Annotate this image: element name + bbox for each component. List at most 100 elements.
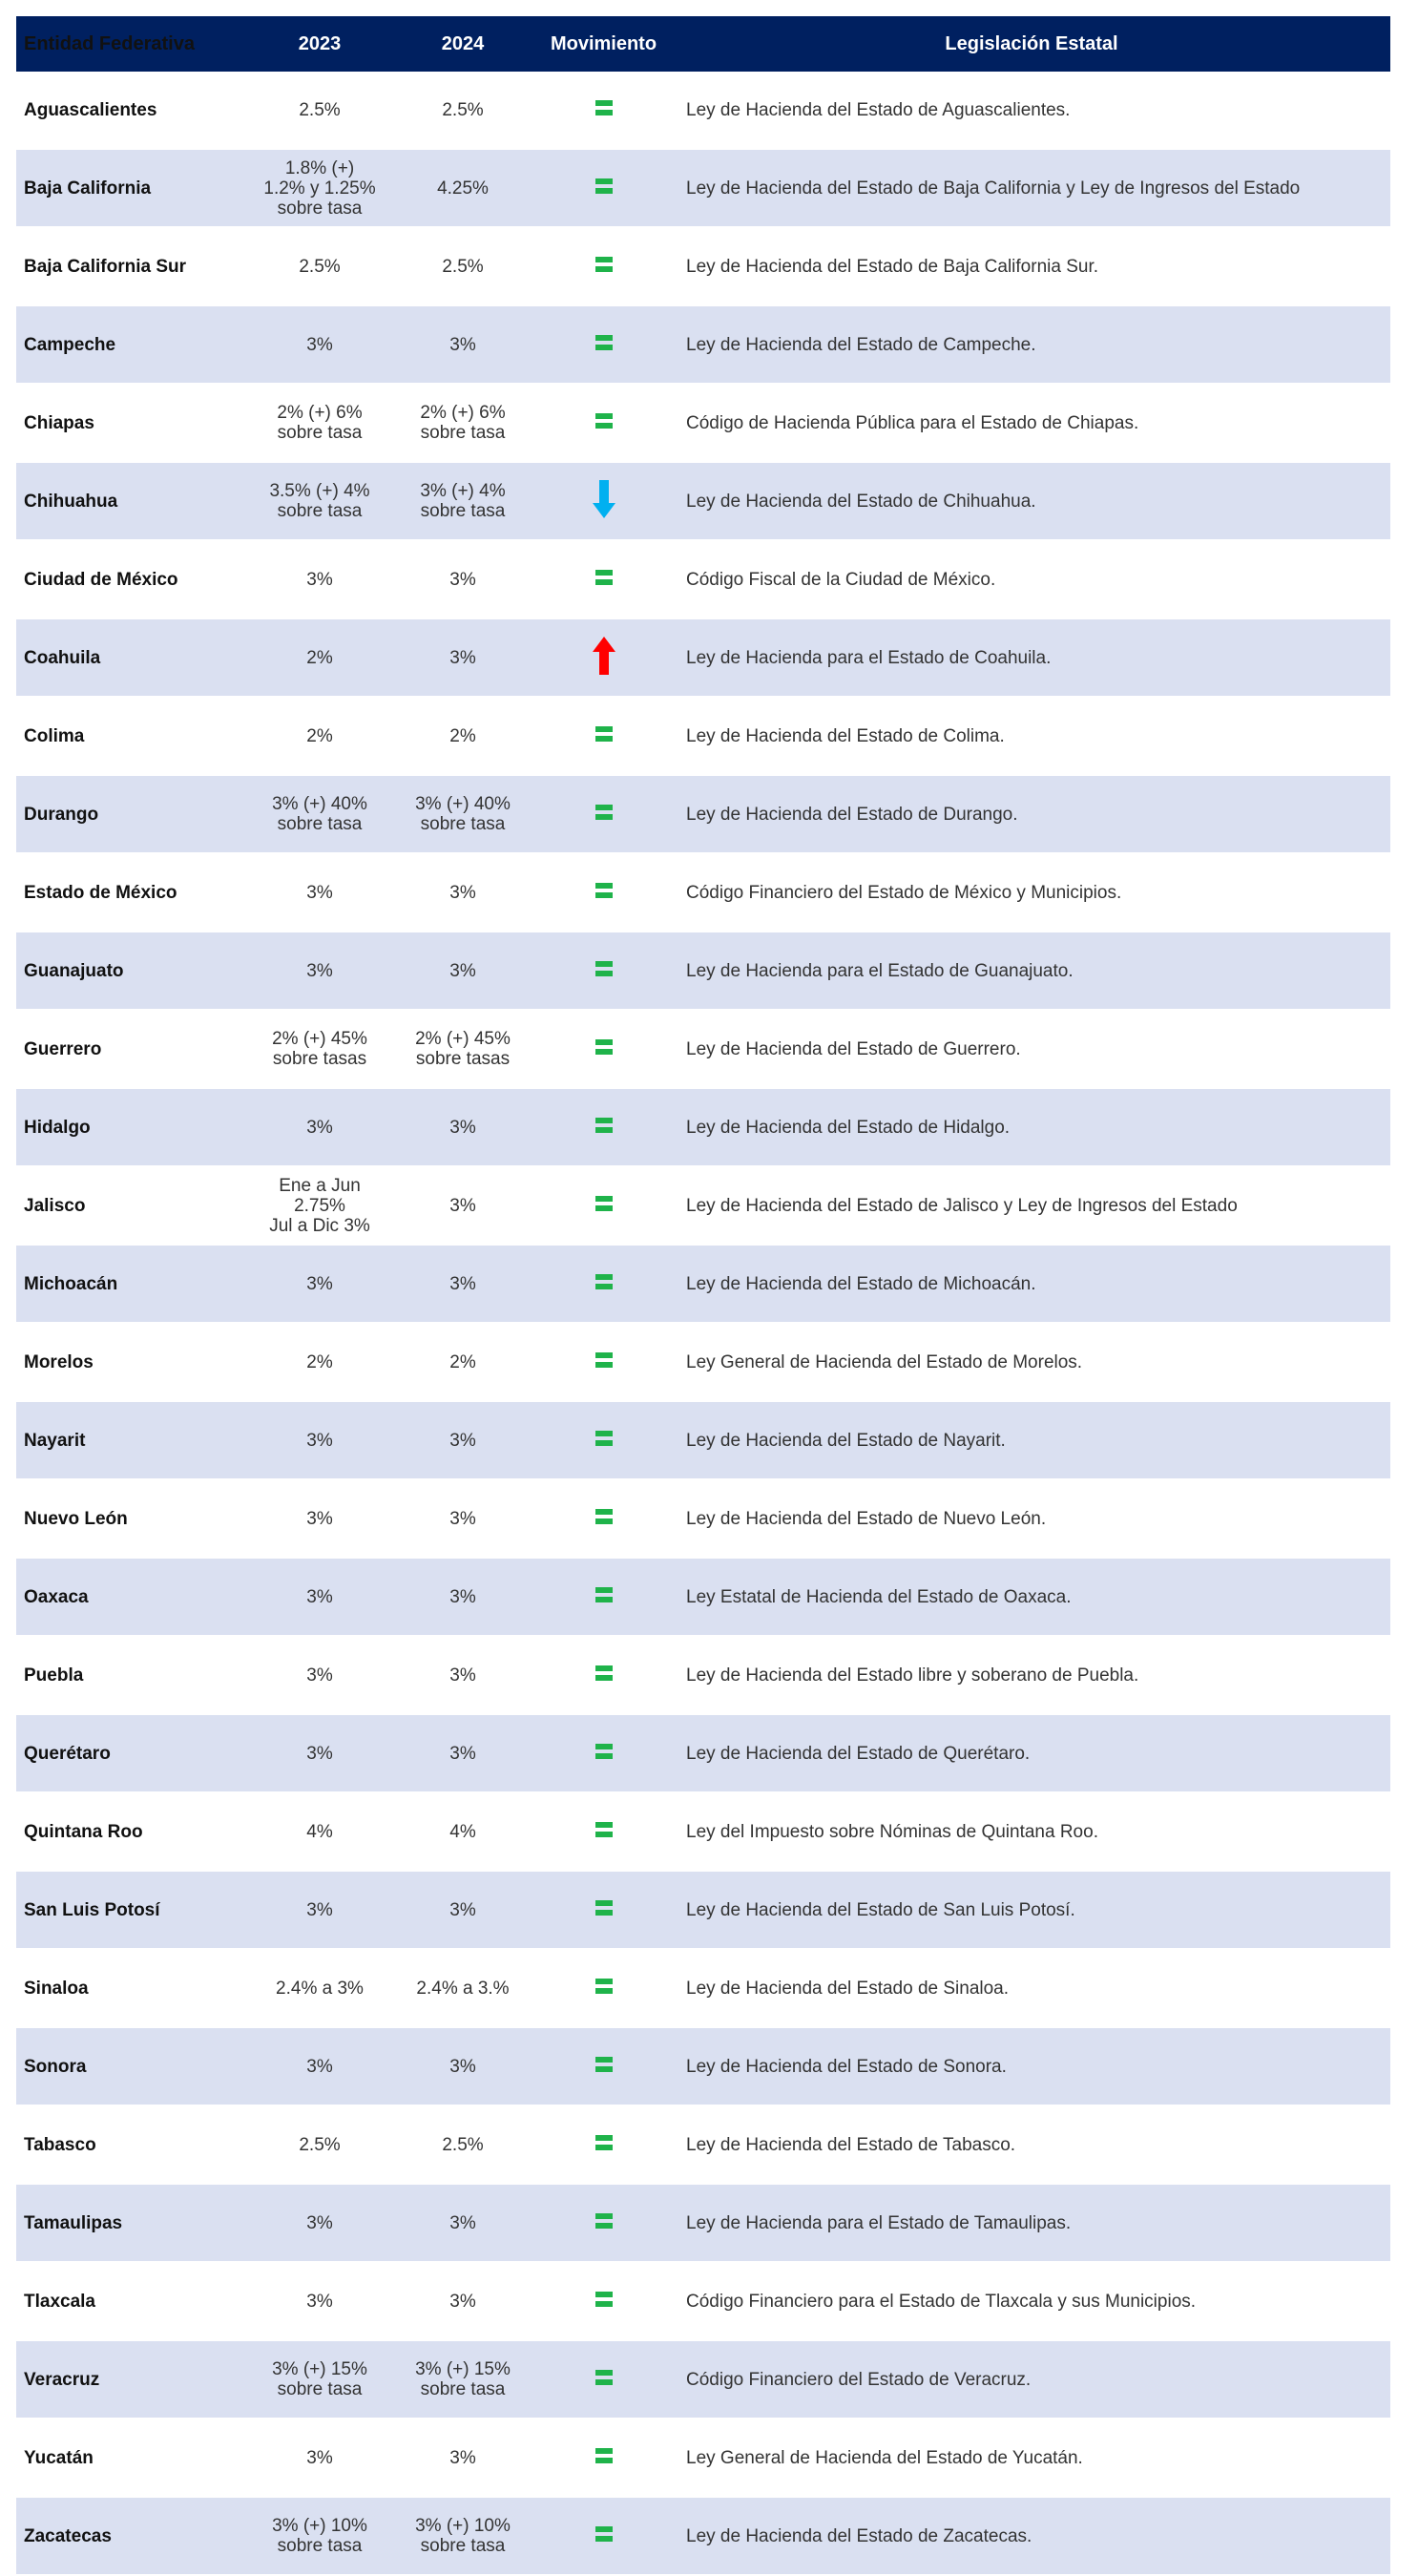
- entity-cell: Michoacán: [16, 1245, 248, 1324]
- legislation-cell: Ley de Hacienda del Estado de Nuevo León…: [673, 1479, 1390, 1559]
- rate-2023-cell: 2.5%: [248, 227, 391, 306]
- entity-cell: Nuevo León: [16, 1479, 248, 1559]
- legislation-cell: Código Fiscal de la Ciudad de México.: [673, 540, 1390, 619]
- movement-cell: [534, 1088, 673, 1167]
- table-row: Jalisco Ene a Jun 2.75% Jul a Dic 3% 3% Ley…: [16, 1166, 1390, 1246]
- equal-icon: [594, 804, 613, 820]
- table-row: Querétaro 3% 3% Ley de Hacienda del Estado …: [16, 1714, 1390, 1793]
- entity-cell: Nayarit: [16, 1401, 248, 1480]
- legislation-cell: Ley de Hacienda del Estado de Querétaro.: [673, 1714, 1390, 1793]
- movement-cell: [534, 1636, 673, 1715]
- entity-cell: Campeche: [16, 305, 248, 385]
- movement-cell: [534, 853, 673, 932]
- table-row: Ciudad de México 3% 3% Código Fiscal de la …: [16, 540, 1390, 619]
- equal-icon: [594, 1586, 613, 1602]
- legislation-cell: Ley de Hacienda del Estado de Michoacán.: [673, 1245, 1390, 1324]
- movement-cell: [534, 384, 673, 463]
- rate-2023-cell: 3%: [248, 1088, 391, 1167]
- movement-cell: [534, 2105, 673, 2185]
- rate-2023-cell: Ene a Jun 2.75% Jul a Dic 3%: [248, 1166, 391, 1246]
- movement-cell: [534, 1401, 673, 1480]
- table-row: Oaxaca 3% 3% Ley Estatal de Hacienda del Es…: [16, 1558, 1390, 1637]
- equal-icon: [594, 1978, 613, 1994]
- rate-2024-cell: 3%: [391, 2419, 534, 2498]
- rate-2024-cell: 3%: [391, 618, 534, 698]
- rate-2023-cell: 3%: [248, 305, 391, 385]
- table-row: Morelos 2% 2% Ley General de Hacienda del E…: [16, 1323, 1390, 1402]
- table-row: Aguascalientes 2.5% 2.5% Ley de Hacienda de…: [16, 72, 1390, 150]
- rate-2023-cell: 3%: [248, 1714, 391, 1793]
- payroll-tax-table: Entidad Federativa 2023 2024 Movimiento …: [16, 16, 1390, 2576]
- equal-icon: [594, 1821, 613, 1837]
- table-row: Nayarit 3% 3% Ley de Hacienda del Estado de…: [16, 1401, 1390, 1480]
- rate-2023-cell: 3% (+) 40% sobre tasa: [248, 775, 391, 854]
- rate-2023-cell: 3%: [248, 1871, 391, 1950]
- equal-icon: [594, 1899, 613, 1916]
- legislation-cell: Ley de Hacienda del Estado de Zacatecas.: [673, 2497, 1390, 2576]
- entity-cell: Guanajuato: [16, 932, 248, 1011]
- legislation-cell: Ley de Hacienda del Estado de Colima.: [673, 697, 1390, 776]
- rate-2024-cell: 2.4% a 3.%: [391, 1949, 534, 2028]
- rate-2023-cell: 3%: [248, 2419, 391, 2498]
- movement-cell: [534, 2497, 673, 2576]
- movement-cell: [534, 1010, 673, 1089]
- entity-cell: Yucatán: [16, 2419, 248, 2498]
- equal-icon: [594, 1743, 613, 1759]
- table-row: Veracruz 3% (+) 15% sobre tasa 3% (+) 15% …: [16, 2340, 1390, 2419]
- legislation-cell: Código Financiero del Estado de México y…: [673, 853, 1390, 932]
- legislation-cell: Código de Hacienda Pública para el Estad…: [673, 384, 1390, 463]
- table-row: Durango 3% (+) 40% sobre tasa 3% (+) 40% s…: [16, 775, 1390, 854]
- rate-2023-cell: 3%: [248, 2184, 391, 2263]
- table-row: Guanajuato 3% 3% Ley de Hacienda para el Es…: [16, 932, 1390, 1011]
- rate-2024-cell: 3%: [391, 2184, 534, 2263]
- movement-cell: [534, 1714, 673, 1793]
- movement-cell: [534, 1558, 673, 1637]
- entity-cell: Ciudad de México: [16, 540, 248, 619]
- entity-cell: Tamaulipas: [16, 2184, 248, 2263]
- equal-icon: [594, 569, 613, 585]
- entity-cell: Baja California Sur: [16, 227, 248, 306]
- entity-cell: Estado de México: [16, 853, 248, 932]
- table-row: Puebla 3% 3% Ley de Hacienda del Estado lib…: [16, 1636, 1390, 1715]
- equal-icon: [594, 334, 613, 350]
- legislation-cell: Ley del Impuesto sobre Nóminas de Quinta…: [673, 1792, 1390, 1872]
- entity-cell: Sinaloa: [16, 1949, 248, 2028]
- header-entity: Entidad Federativa: [16, 16, 248, 72]
- table-row: Chihuahua 3.5% (+) 4% sobre tasa 3% (+) 4%…: [16, 462, 1390, 541]
- rate-2023-cell: 3%: [248, 1636, 391, 1715]
- movement-cell: [534, 2184, 673, 2263]
- movement-cell: [534, 1166, 673, 1246]
- table-row: San Luis Potosí 3% 3% Ley de Hacienda del E…: [16, 1871, 1390, 1950]
- movement-cell: [534, 697, 673, 776]
- movement-cell: [534, 2027, 673, 2106]
- equal-icon: [594, 2369, 613, 2385]
- table-row: Sinaloa 2.4% a 3% 2.4% a 3.% Ley de Haciend…: [16, 1949, 1390, 2028]
- rate-2024-cell: 3%: [391, 1401, 534, 1480]
- header-2024: 2024: [391, 16, 534, 72]
- entity-cell: Oaxaca: [16, 1558, 248, 1637]
- rate-2024-cell: 3% (+) 4% sobre tasa: [391, 462, 534, 541]
- movement-cell: [534, 1245, 673, 1324]
- rate-2024-cell: 3%: [391, 1636, 534, 1715]
- movement-cell: [534, 1479, 673, 1559]
- rate-2023-cell: 3.5% (+) 4% sobre tasa: [248, 462, 391, 541]
- movement-cell: [534, 462, 673, 541]
- entity-cell: Hidalgo: [16, 1088, 248, 1167]
- rate-2023-cell: 3%: [248, 2027, 391, 2106]
- arrow-up-icon: [592, 636, 615, 675]
- entity-cell: Colima: [16, 697, 248, 776]
- entity-cell: Guerrero: [16, 1010, 248, 1089]
- rate-2023-cell: 2%: [248, 618, 391, 698]
- table-row: Sonora 3% 3% Ley de Hacienda del Estado de …: [16, 2027, 1390, 2106]
- legislation-cell: Código Financiero del Estado de Veracruz…: [673, 2340, 1390, 2419]
- legislation-cell: Ley General de Hacienda del Estado de Yu…: [673, 2419, 1390, 2498]
- entity-cell: Chiapas: [16, 384, 248, 463]
- rate-2024-cell: 2.5%: [391, 2105, 534, 2185]
- rate-2024-cell: 2% (+) 6% sobre tasa: [391, 384, 534, 463]
- rate-2024-cell: 3% (+) 10% sobre tasa: [391, 2497, 534, 2576]
- equal-icon: [594, 2134, 613, 2150]
- entity-cell: Tabasco: [16, 2105, 248, 2185]
- legislation-cell: Ley de Hacienda del Estado de Sinaloa.: [673, 1949, 1390, 2028]
- entity-cell: Aguascalientes: [16, 72, 248, 150]
- legislation-cell: Ley General de Hacienda del Estado de Mo…: [673, 1323, 1390, 1402]
